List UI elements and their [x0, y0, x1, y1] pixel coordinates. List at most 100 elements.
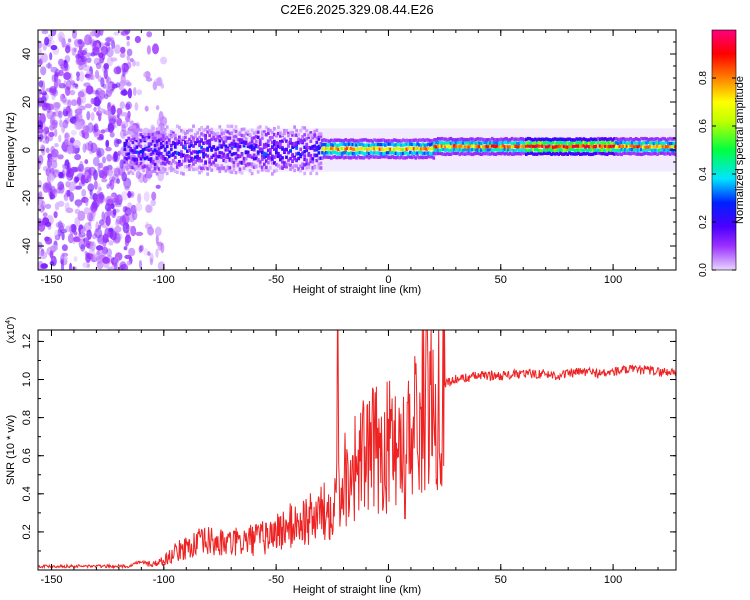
y-tick-label: 0 — [21, 147, 33, 153]
line-cell — [153, 138, 157, 142]
line-cell — [161, 134, 165, 138]
noise-blob — [90, 241, 96, 252]
noise-blob — [119, 108, 123, 117]
line-cell — [517, 141, 521, 146]
line-cell — [636, 149, 640, 153]
line-cell — [539, 148, 542, 153]
line-cell — [266, 168, 270, 173]
noise-blob — [105, 146, 112, 152]
line-cell — [587, 141, 591, 145]
line-cell — [526, 141, 530, 145]
line-cell — [550, 138, 553, 142]
line-cell — [214, 163, 218, 168]
line-cell — [266, 161, 270, 165]
line-cell — [607, 141, 611, 145]
line-cell — [645, 137, 648, 141]
line-cell — [362, 143, 365, 147]
noise-blob — [48, 187, 54, 198]
line-cell — [224, 159, 228, 164]
line-cell — [528, 144, 532, 148]
line-cell — [143, 164, 147, 168]
line-cell — [188, 164, 191, 168]
line-cell — [467, 138, 471, 142]
line-cell — [328, 139, 331, 143]
line-cell — [437, 140, 440, 145]
line-cell — [252, 136, 256, 140]
noise-blob — [70, 129, 77, 136]
line-cell — [492, 144, 496, 148]
noise-blob — [74, 208, 81, 214]
line-cell — [532, 144, 535, 148]
line-cell — [266, 127, 270, 131]
line-cell — [198, 156, 201, 161]
line-cell — [364, 146, 367, 151]
line-cell — [135, 145, 139, 149]
line-cell — [305, 144, 309, 149]
line-cell — [360, 156, 364, 160]
line-cell — [645, 151, 648, 155]
noise-blob — [77, 163, 85, 173]
noise-blob — [64, 196, 68, 202]
line-cell — [182, 172, 185, 176]
line-cell — [200, 125, 203, 130]
noise-blob — [57, 154, 64, 160]
line-cell — [153, 166, 157, 171]
line-cell — [311, 145, 315, 149]
line-cell — [582, 152, 586, 156]
line-cell — [559, 151, 562, 155]
line-cell — [544, 137, 548, 141]
line-cell — [512, 141, 516, 145]
line-cell — [169, 153, 173, 157]
line-cell — [521, 144, 524, 148]
line-cell — [584, 145, 587, 149]
line-cell — [143, 137, 147, 141]
line-cell — [196, 158, 199, 162]
line-cell — [256, 158, 260, 162]
line-cell — [555, 141, 559, 145]
line-cell — [405, 138, 409, 143]
line-cell — [472, 144, 476, 148]
line-cell — [301, 162, 305, 166]
line-cell — [437, 137, 440, 141]
line-cell — [190, 158, 193, 163]
colorbar: 0.00.20.40.60.8 Normalized spectral ampl… — [698, 29, 746, 277]
line-cell — [625, 148, 629, 153]
noise-blob — [89, 195, 96, 200]
line-cell — [238, 144, 242, 149]
line-cell — [264, 133, 268, 137]
line-cell — [485, 151, 489, 156]
line-cell — [548, 141, 551, 145]
line-cell — [129, 147, 133, 151]
line-cell — [501, 144, 505, 148]
line-cell — [643, 145, 647, 149]
line-cell — [530, 147, 533, 152]
line-cell — [236, 154, 240, 158]
line-cell — [127, 171, 131, 175]
line-cell — [442, 144, 445, 148]
noise-blob — [80, 244, 86, 252]
line-cell — [131, 165, 135, 170]
line-cell — [394, 146, 398, 151]
line-cell — [525, 148, 528, 153]
line-cell — [474, 151, 478, 156]
line-cell — [353, 151, 356, 156]
line-cell — [670, 141, 674, 146]
line-cell — [202, 151, 205, 156]
line-cell — [595, 137, 598, 142]
line-cell — [373, 143, 376, 147]
line-cell — [279, 134, 282, 138]
line-cell — [593, 140, 596, 145]
line-cell — [494, 147, 498, 152]
noise-blob — [90, 74, 95, 81]
noise-blob — [89, 189, 93, 196]
line-cell — [145, 147, 149, 152]
line-cell — [392, 138, 396, 142]
line-cell — [394, 156, 398, 160]
line-cell — [555, 144, 559, 149]
line-cell — [309, 131, 313, 135]
line-cell — [198, 143, 201, 148]
line-cell — [175, 165, 179, 169]
line-cell — [507, 145, 510, 149]
line-cell — [180, 162, 183, 166]
line-cell — [167, 166, 171, 171]
